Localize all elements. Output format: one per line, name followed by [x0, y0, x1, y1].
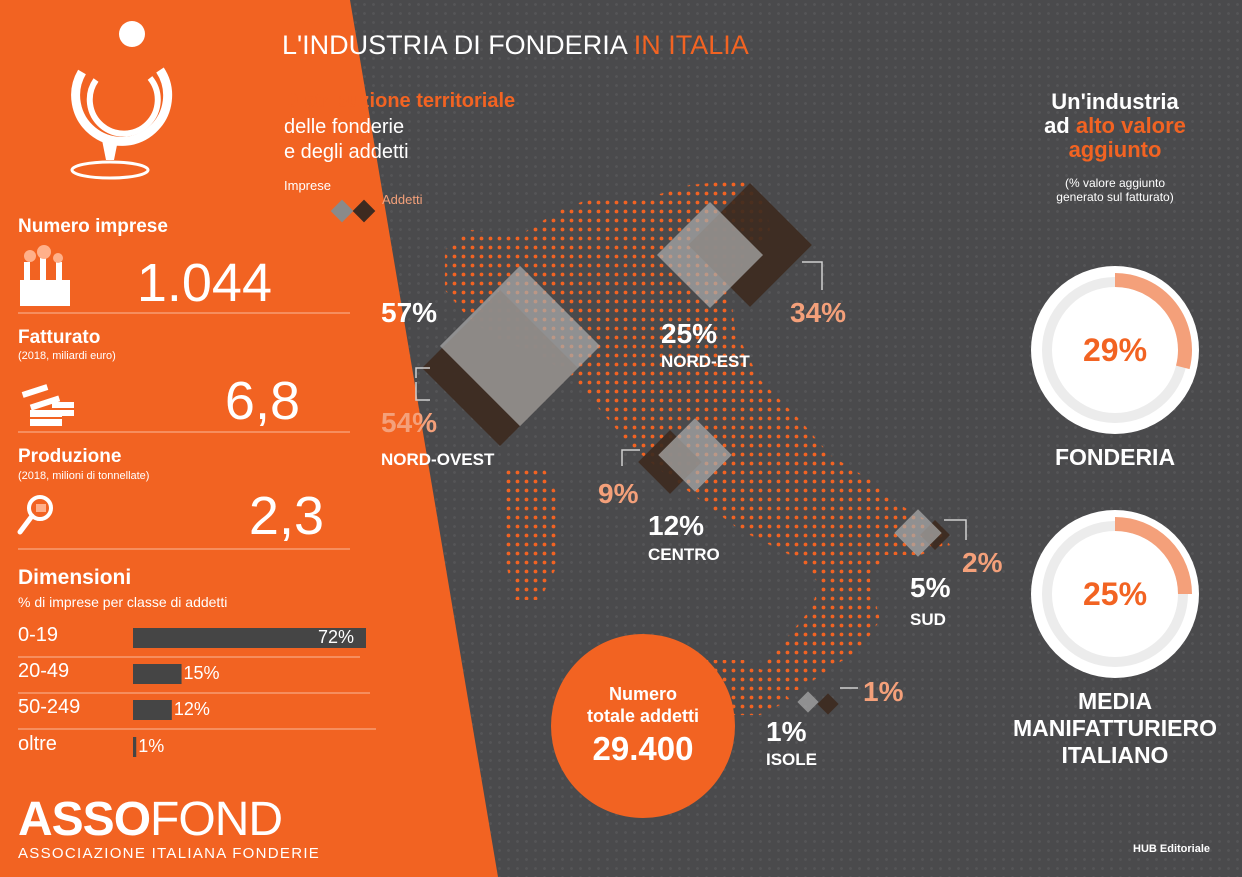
- valore-sub1: (% valore aggiunto: [1064, 176, 1166, 190]
- assofond-tagline: ASSOCIAZIONE ITALIANA FONDERIE: [18, 845, 321, 862]
- foundry-logo-icon: [70, 21, 173, 180]
- imprese-value: 12%: [648, 510, 705, 541]
- ring-media: [1031, 510, 1199, 678]
- page-title: L'INDUSTRIA DI FONDERIA IN ITALIA: [282, 30, 749, 61]
- dimensioni-value: 12%: [173, 699, 210, 719]
- valore-title: Un'industria ad alto valore aggiunto: [1005, 90, 1225, 162]
- dimensioni-category: 20-49: [18, 660, 70, 682]
- dimensioni-value: 15%: [183, 663, 220, 683]
- imprese-marker: [797, 691, 819, 713]
- dimensioni-category: oltre: [18, 733, 57, 755]
- fonderia-label: FONDERIA: [1054, 444, 1176, 470]
- dimensioni-bars: [133, 628, 366, 757]
- ring-arc: [1114, 273, 1192, 370]
- fonderia-value: 29%: [1082, 332, 1148, 368]
- region-name: CENTRO: [648, 545, 720, 564]
- legend-addetti: Addetti: [382, 192, 423, 207]
- produzione-sub: (2018, milioni di tonnellate): [18, 470, 150, 482]
- leader-lines: [415, 261, 967, 689]
- credit: HUB Editoriale: [1133, 843, 1211, 855]
- ladle-icon: [17, 495, 53, 535]
- addetti-value: 34%: [790, 297, 847, 328]
- imprese-value: 5%: [910, 572, 951, 603]
- dimensioni-bar: [133, 737, 137, 757]
- addetti-value: 2%: [962, 547, 1003, 578]
- money-stack-icon: [21, 384, 74, 426]
- totale-circle: [551, 634, 735, 818]
- media-line2: MANIFATTURIERO: [1012, 715, 1217, 741]
- imprese-marker: [894, 509, 942, 557]
- dimensioni-label: Dimensioni: [18, 566, 132, 589]
- totale-value: 29.400: [592, 730, 694, 767]
- assofond-logo: ASSOFOND: [18, 793, 283, 846]
- distribution-title: Distribuzione territoriale: [284, 90, 516, 112]
- sidebar-panel: [0, 0, 498, 877]
- imprese-marker: [439, 265, 601, 427]
- totale-line1: Numero: [608, 684, 677, 704]
- produzione-value: 2,3: [248, 486, 324, 546]
- addetti-value: 9%: [598, 478, 639, 509]
- numero-imprese-value: 1.044: [136, 253, 272, 313]
- ring-fonderia: [1031, 266, 1199, 434]
- media-line1: MEDIA: [1077, 688, 1153, 714]
- imprese-value: 57%: [381, 297, 438, 328]
- imprese-value: 25%: [661, 318, 718, 349]
- region-name: SUD: [910, 610, 946, 629]
- fatturato-sub: (2018, miliardi euro): [18, 350, 116, 362]
- valore-sub2: generato sul fatturato): [1056, 190, 1174, 204]
- dimensioni-category: 50-249: [18, 696, 81, 718]
- valore-sub: (% valore aggiunto generato sul fatturat…: [1005, 176, 1225, 204]
- media-label: MEDIA MANIFATTURIERO ITALIANO: [995, 688, 1235, 769]
- region-name: NORD-OVEST: [381, 450, 495, 469]
- valore-line1: Un'industria: [1051, 89, 1179, 114]
- title-main: L'INDUSTRIA DI FONDERIA: [282, 30, 627, 60]
- fatturato-label: Fatturato: [18, 327, 101, 348]
- region-name: ISOLE: [766, 750, 818, 769]
- ring-arc: [1114, 517, 1192, 595]
- dimensioni-value: 72%: [318, 627, 355, 647]
- addetti-value: 54%: [381, 407, 438, 438]
- addetti-marker: [817, 693, 839, 715]
- dimensioni-bar: [133, 700, 172, 720]
- dimensioni-value: 1%: [138, 736, 165, 756]
- dimensioni-sub: % di imprese per classe di addetti: [18, 594, 228, 610]
- legend-imprese: Imprese: [284, 178, 331, 193]
- media-line3: ITALIANO: [1061, 742, 1169, 768]
- factory-icon: [20, 245, 70, 306]
- distribution-subtitle-1: delle fonderie: [284, 116, 405, 138]
- dimensioni-bar: [133, 664, 182, 684]
- dimensioni-bar: [133, 628, 366, 648]
- valore-line2: ad alto valore: [1044, 113, 1186, 138]
- valore-line3: aggiunto: [1068, 137, 1162, 162]
- region-name: NORD-EST: [661, 352, 750, 371]
- imprese-marker: [658, 418, 732, 492]
- title-accent: IN ITALIA: [633, 30, 749, 60]
- numero-imprese-label: Numero imprese: [18, 216, 168, 237]
- distribution-subtitle-2: e degli addetti: [284, 141, 409, 163]
- addetti-value: 1%: [863, 676, 904, 707]
- media-value: 25%: [1082, 576, 1148, 612]
- imprese-value: 1%: [766, 716, 807, 747]
- imprese-marker: [656, 201, 764, 309]
- dimensioni-category: 0-19: [18, 624, 59, 646]
- region-markers: [422, 183, 950, 715]
- produzione-label: Produzione: [18, 446, 122, 467]
- totale-line2: totale addetti: [586, 706, 699, 726]
- fatturato-value: 6,8: [224, 371, 300, 431]
